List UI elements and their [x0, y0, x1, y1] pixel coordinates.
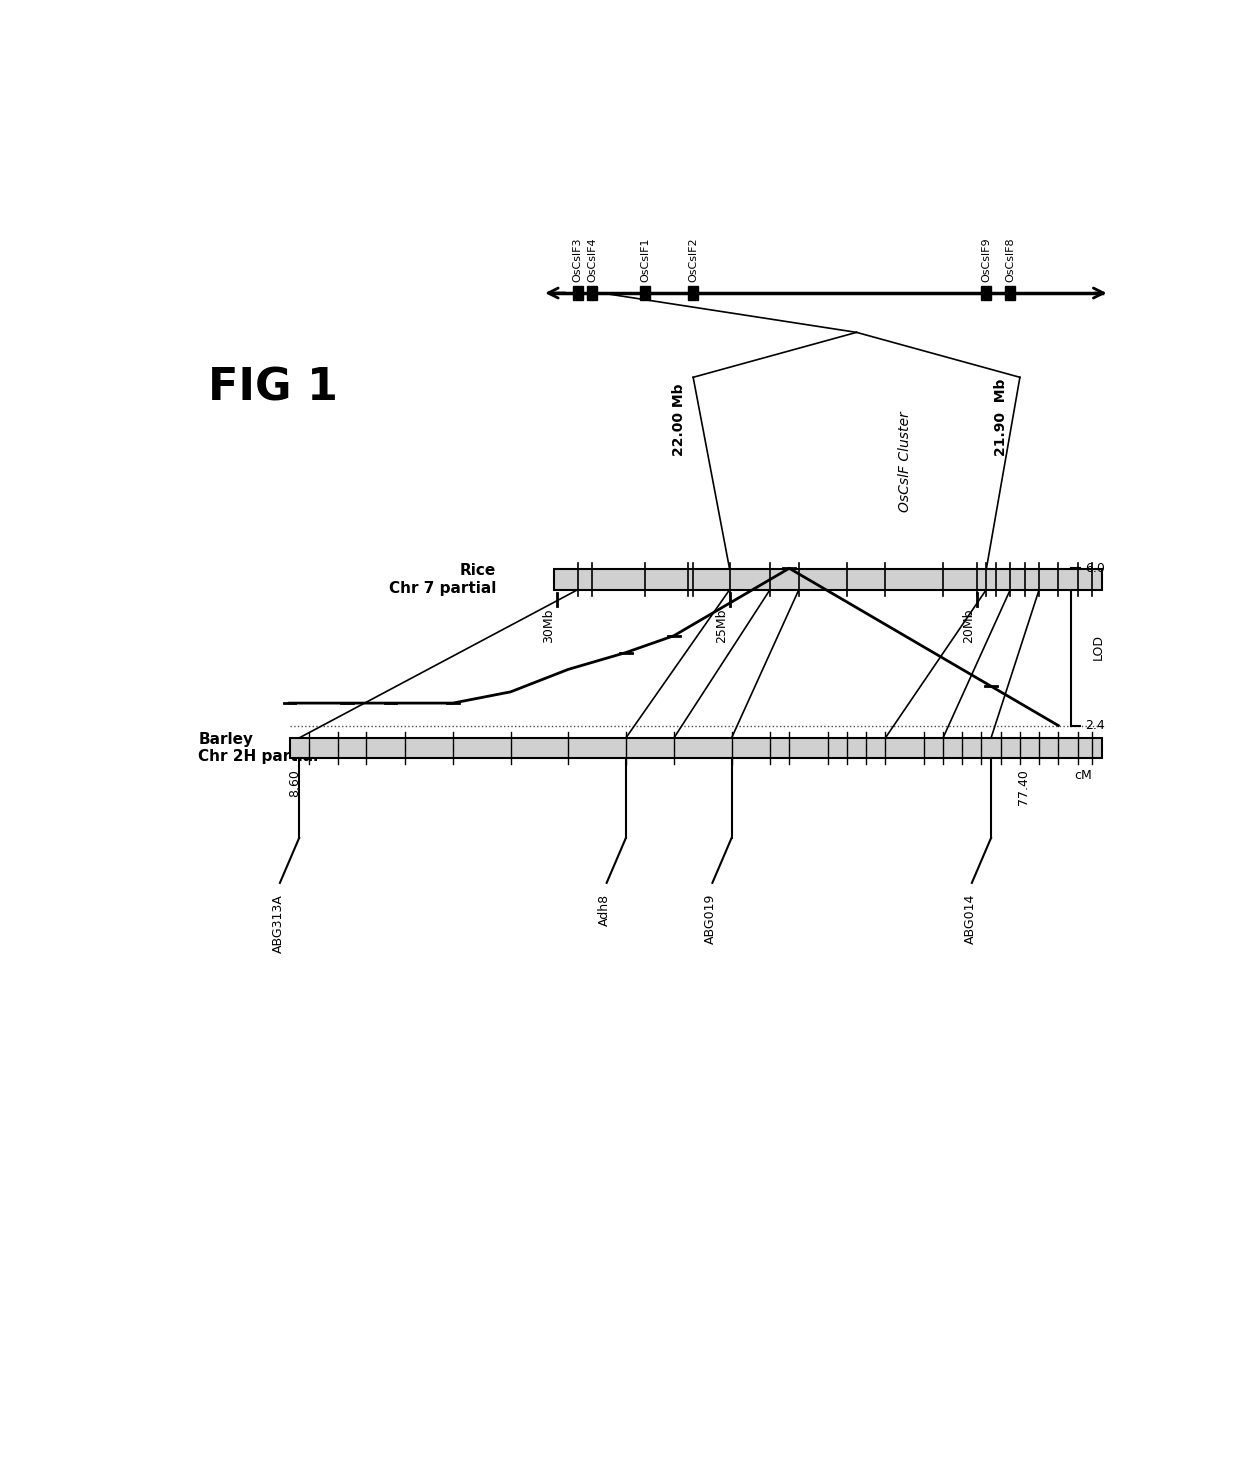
Text: ABG313A: ABG313A — [272, 894, 284, 953]
Text: 2.4: 2.4 — [1085, 719, 1105, 732]
Text: ABG019: ABG019 — [704, 894, 717, 944]
Text: 25Mb: 25Mb — [714, 608, 728, 643]
Bar — [640, 286, 650, 301]
Text: 6.0: 6.0 — [1085, 562, 1105, 575]
Text: 30Mb: 30Mb — [542, 608, 554, 643]
Bar — [982, 286, 991, 301]
Text: OsCslF8: OsCslF8 — [1006, 238, 1016, 283]
Text: OsCslF3: OsCslF3 — [573, 238, 583, 283]
Bar — [588, 286, 598, 301]
Text: OsCslF2: OsCslF2 — [688, 238, 698, 283]
Text: ABG014: ABG014 — [963, 894, 976, 944]
Bar — [290, 738, 1101, 759]
Text: 77.40: 77.40 — [1017, 769, 1029, 805]
Text: FIG 1: FIG 1 — [208, 366, 337, 409]
Text: OsCslF Cluster: OsCslF Cluster — [898, 411, 911, 512]
Bar — [1006, 286, 1016, 301]
Text: Barley
Chr 2H partial: Barley Chr 2H partial — [198, 732, 319, 765]
Bar — [554, 569, 1101, 589]
Text: 8.60: 8.60 — [288, 769, 301, 797]
Text: OsCslF4: OsCslF4 — [588, 238, 598, 283]
Text: cM: cM — [1075, 769, 1092, 782]
Text: OsCslF1: OsCslF1 — [640, 238, 650, 283]
Text: LOD: LOD — [1092, 633, 1105, 659]
Bar — [688, 286, 698, 301]
Text: 20Mb: 20Mb — [962, 608, 975, 643]
Text: Adh8: Adh8 — [598, 894, 611, 926]
Bar — [573, 286, 583, 301]
Text: OsCslF9: OsCslF9 — [981, 238, 991, 283]
Text: 22.00 Mb: 22.00 Mb — [672, 384, 686, 455]
Text: Rice
Chr 7 partial: Rice Chr 7 partial — [389, 563, 496, 595]
Text: 21.90  Mb: 21.90 Mb — [993, 378, 1008, 455]
